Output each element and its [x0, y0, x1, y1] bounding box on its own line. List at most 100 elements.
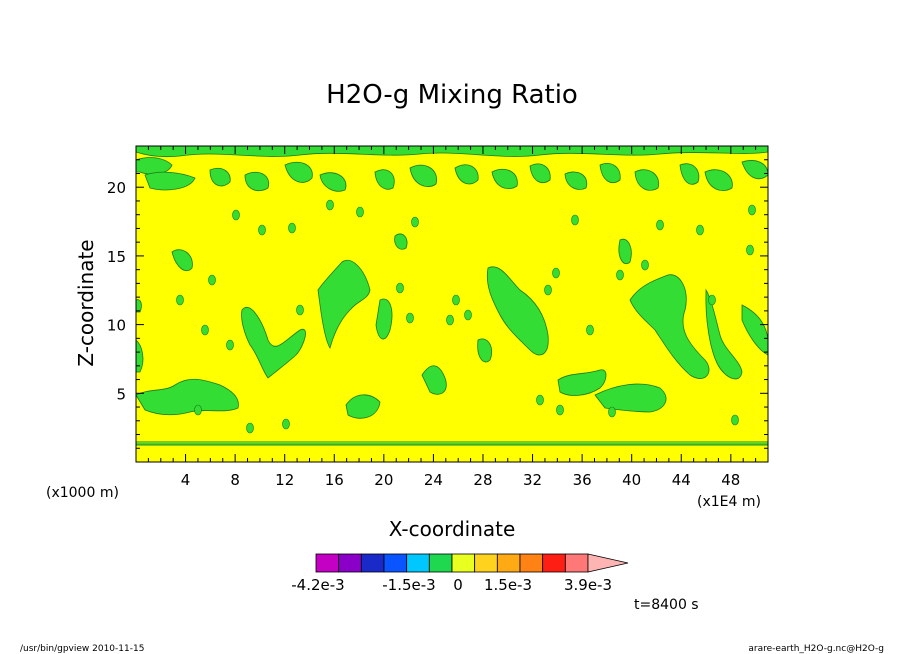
colorbar: -4.2e-3 -1.5e-3 0 1.5e-3 3.9e-3 — [291, 553, 629, 594]
contour-speckle — [396, 282, 404, 294]
y-tick-label: 15 — [107, 248, 126, 266]
colorbar-label: -4.2e-3 — [291, 576, 344, 594]
contour-speckle — [656, 219, 664, 231]
x-tick-label: 40 — [622, 471, 641, 489]
x-tick-label: 20 — [374, 471, 393, 489]
x-tick-label: 36 — [573, 471, 592, 489]
colorbar-segment — [542, 553, 566, 573]
colorbar-segment — [451, 553, 476, 573]
contour-region — [564, 171, 588, 190]
contour-region — [477, 338, 493, 363]
contour-region — [486, 266, 549, 356]
colorbar-segment — [338, 553, 362, 573]
x-tick-label: 12 — [275, 471, 294, 489]
contour-speckle — [201, 324, 209, 336]
contour-speckle — [411, 216, 419, 228]
contour-region — [171, 249, 193, 272]
x-tick-label: 8 — [230, 471, 240, 489]
colorbar-segment — [564, 553, 589, 573]
contour-speckle — [226, 339, 234, 351]
contour-region — [241, 307, 306, 379]
contour-speckle — [446, 314, 454, 326]
contour-region — [374, 169, 395, 190]
contour-region — [375, 298, 393, 340]
colorbar-label: 1.5e-3 — [484, 576, 532, 594]
y-ticks: 5 10 15 20 — [107, 159, 768, 449]
contour-speckle — [208, 274, 216, 286]
contour-region — [209, 167, 231, 187]
contour-region — [345, 394, 381, 419]
contour-speckle — [356, 206, 364, 218]
contour-speckle — [641, 259, 649, 271]
colorbar-segment — [406, 553, 430, 573]
contour-speckle — [731, 414, 739, 426]
contour-speckle — [552, 267, 560, 279]
contour-region — [284, 161, 313, 183]
contour-speckle — [608, 406, 616, 418]
contour-region — [679, 163, 700, 185]
contour-speckle — [194, 404, 202, 416]
colorbar-label: 3.9e-3 — [564, 576, 612, 594]
contour-speckle — [586, 324, 594, 336]
colorbar-extension-arrow — [587, 553, 629, 573]
contour-region — [135, 339, 144, 373]
contour-region — [599, 163, 621, 183]
colorbar-segment — [519, 553, 544, 573]
contour-speckle — [696, 224, 704, 236]
contour-speckle — [616, 269, 624, 281]
y-tick-label: 10 — [107, 317, 126, 335]
contour-speckle — [326, 199, 334, 211]
contour-speckle — [288, 222, 296, 234]
colorbar-label: -1.5e-3 — [382, 576, 435, 594]
colorbar-segment — [496, 553, 521, 573]
colorbar-segment — [428, 553, 453, 573]
contour-region — [421, 365, 447, 395]
colorbar-label: 0 — [453, 576, 463, 594]
contour-speckle — [176, 294, 184, 306]
contour-speckle — [296, 304, 304, 316]
contour-speckle — [406, 312, 414, 324]
colorbar-segment — [315, 553, 340, 573]
contour-region — [491, 168, 518, 189]
x-tick-label: 16 — [325, 471, 344, 489]
x-tick-label: 44 — [672, 471, 691, 489]
time-label: t=8400 s — [634, 597, 699, 613]
contour-region — [705, 288, 743, 380]
contour-region — [135, 378, 239, 416]
contour-region — [135, 145, 769, 158]
y-unit-label: (x1000 m) — [46, 485, 119, 501]
contour-speckle — [258, 224, 266, 236]
contour-region — [704, 169, 733, 191]
x-axis-label: X-coordinate — [389, 517, 516, 541]
contour-band-low — [136, 443, 768, 445]
contour-speckle — [708, 294, 716, 306]
contour-region — [618, 238, 632, 265]
contour-region — [629, 274, 710, 379]
contour-region — [557, 369, 607, 396]
colorbar-segment — [383, 553, 408, 573]
contour-region — [454, 164, 479, 185]
contour-speckle — [556, 404, 564, 416]
contour-speckle — [246, 422, 254, 434]
colorbar-segment — [474, 553, 498, 573]
contour-region — [144, 171, 196, 191]
contour-region — [409, 164, 438, 187]
y-tick-label: 5 — [116, 385, 126, 403]
x-unit-label: (x1E4 m) — [697, 494, 761, 510]
contour-speckle — [746, 244, 754, 256]
contour-speckle — [571, 214, 579, 226]
contour-region — [135, 157, 173, 175]
x-tick-label: 32 — [523, 471, 542, 489]
chart-title: H2O-g Mixing Ratio — [326, 80, 578, 110]
green-contour-regions — [135, 145, 769, 445]
colorbar-segment — [360, 553, 385, 573]
contour-speckle — [748, 204, 756, 216]
contour-speckle — [544, 284, 552, 296]
x-tick-label: 28 — [473, 471, 492, 489]
contour-speckle — [232, 209, 240, 221]
x-tick-label: 48 — [721, 471, 740, 489]
contour-region — [317, 259, 371, 349]
contour-region — [594, 383, 667, 413]
contour-region — [319, 172, 347, 192]
